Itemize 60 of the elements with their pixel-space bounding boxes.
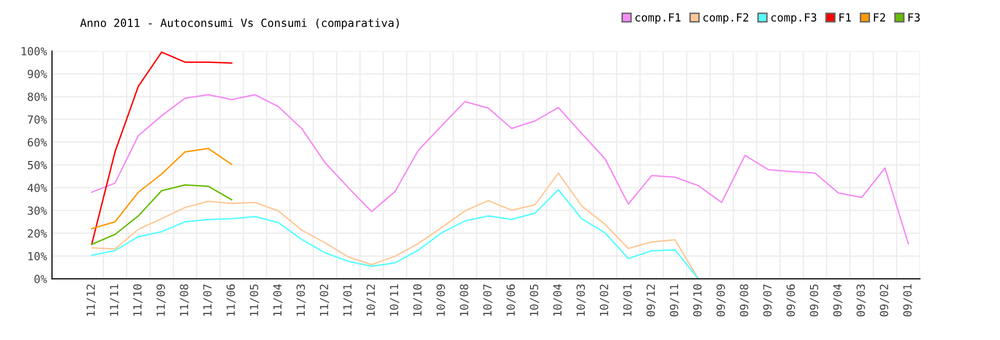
x-tick-label: 11/02: [320, 284, 330, 316]
y-tick-label: 10%: [28, 252, 47, 260]
x-tick-label: 09/05: [810, 284, 820, 316]
x-tick-label: 11/07: [203, 284, 212, 316]
y-tick-label: 30%: [28, 206, 47, 215]
x-tick-label: 09/02: [880, 284, 890, 316]
y-tick-label: 100%: [22, 47, 47, 56]
x-tick-label: 11/01: [343, 284, 352, 316]
x-tick-label: 11/11: [110, 284, 120, 316]
x-tick-label: 10/08: [460, 284, 470, 316]
y-tick-label: 60%: [28, 138, 47, 147]
x-tick-label: 11/08: [180, 284, 190, 316]
x-tick-label: 10/11: [390, 284, 400, 316]
x-tick-label: 10/02: [600, 284, 610, 316]
x-tick-label: 09/10: [693, 284, 702, 316]
y-tick-label: 20%: [28, 229, 47, 238]
line-series: [90, 51, 232, 246]
x-tick-label: 09/06: [786, 284, 796, 316]
x-tick-label: 10/04: [553, 284, 562, 316]
legend-label: comp.F2: [703, 13, 748, 24]
x-tick-label: 09/03: [856, 284, 866, 316]
x-tick-label: 11/04: [273, 284, 282, 316]
line-series: [90, 184, 232, 246]
legend-label: F3: [908, 13, 920, 22]
x-tick-label: 10/06: [506, 284, 516, 316]
x-tick-label: 10/10: [413, 284, 422, 316]
legend-label: comp.F3: [771, 13, 816, 24]
x-tick-label: 09/01: [903, 284, 912, 316]
y-tick-label: 70%: [28, 115, 47, 124]
x-tick-label: 09/11: [670, 284, 680, 316]
y-tick-label: 0%: [34, 274, 47, 284]
x-tick-label: 09/07: [763, 284, 772, 316]
x-tick-label: 11/12: [86, 284, 96, 316]
x-tick-label: 09/12: [646, 284, 656, 316]
x-tick-label: 11/10: [133, 284, 142, 316]
line-series: [90, 189, 700, 279]
y-tick-label: 50%: [28, 160, 47, 170]
x-tick-label: 09/08: [740, 284, 750, 316]
x-tick-label: 11/03: [296, 284, 306, 316]
x-tick-label: 10/01: [623, 284, 632, 316]
legend-label: comp.F1: [635, 13, 680, 24]
x-tick-label: 10/07: [483, 284, 492, 316]
legend-label: F1: [839, 13, 851, 22]
x-tick-label: 10/05: [530, 284, 540, 316]
x-tick-label: 11/05: [250, 284, 260, 316]
y-tick-label: 80%: [28, 92, 47, 101]
x-tick-label: 10/03: [576, 284, 586, 316]
line-series: [90, 148, 232, 230]
line-series: [90, 172, 700, 279]
y-tick-label: 40%: [28, 184, 47, 192]
x-tick-label: 09/09: [716, 284, 726, 316]
x-tick-label: 11/09: [156, 284, 166, 316]
x-tick-label: 10/09: [436, 284, 446, 316]
y-tick-label: 90%: [28, 70, 47, 78]
line-series: [90, 94, 910, 244]
chart-title: Anno 2011 - Autoconsumi Vs Consumi (comparativa): [80, 18, 399, 30]
x-tick-label: 10/12: [366, 284, 376, 316]
x-tick-label: 09/04: [833, 284, 842, 316]
legend-label: F2: [874, 13, 886, 22]
x-tick-label: 11/06: [226, 284, 236, 316]
